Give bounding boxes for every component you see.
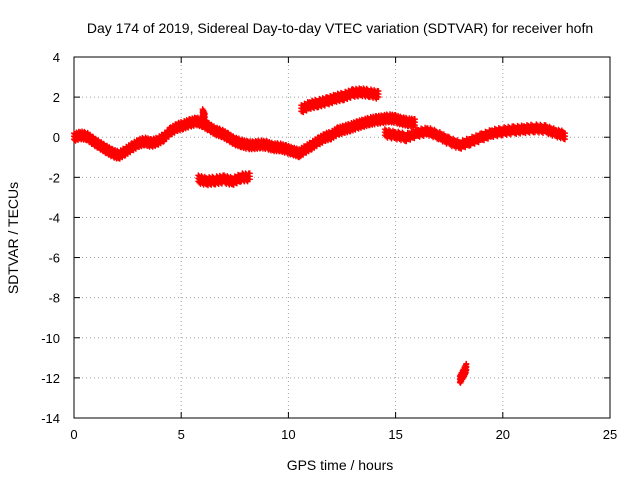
grid (74, 57, 610, 418)
x-tick-label: 25 (603, 427, 617, 442)
x-tick-label: 5 (178, 427, 185, 442)
x-tick-label: 10 (281, 427, 295, 442)
data-point (561, 136, 568, 143)
y-axis-label: SDTVAR / TECUs (5, 182, 21, 294)
series-segment-spike (199, 106, 208, 124)
x-axis-label: GPS time / hours (287, 457, 394, 473)
data-point (463, 366, 470, 373)
data-point (375, 94, 382, 101)
data-point (201, 117, 208, 124)
y-tick-label: 0 (53, 130, 60, 145)
y-tick-label: -10 (41, 331, 60, 346)
y-tick-label: -2 (48, 170, 60, 185)
y-tick-label: -4 (48, 210, 60, 225)
x-tick-label: 15 (388, 427, 402, 442)
y-tick-label: -6 (48, 251, 60, 266)
plot-border (73, 56, 611, 419)
data-point (246, 176, 253, 183)
data-points (71, 85, 568, 386)
x-tick-label: 20 (496, 427, 510, 442)
series-segment-high (298, 85, 382, 116)
y-tick-label: -12 (41, 371, 60, 386)
axis-ticks: 0 5 10 15 20 25 -14 -12 -10 -8 -6 -4 -2 0 2 4 (41, 50, 617, 442)
data-point (165, 133, 172, 140)
x-tick-label: 0 (70, 427, 77, 442)
plot-frame (73, 56, 611, 419)
y-tick-label: -14 (41, 411, 60, 426)
data-point (411, 122, 418, 129)
series-segment-main-early (71, 114, 303, 162)
y-tick-label: 4 (53, 50, 60, 65)
y-tick-label: -8 (48, 291, 60, 306)
series-segment-outlier (456, 360, 470, 386)
y-tick-label: 2 (53, 90, 60, 105)
series-segment-low (195, 170, 253, 189)
series-segment-main-mid (296, 111, 418, 160)
series-segment-main-late (381, 121, 568, 152)
chart-title: Day 174 of 2019, Sidereal Day-to-day VTE… (87, 20, 593, 36)
